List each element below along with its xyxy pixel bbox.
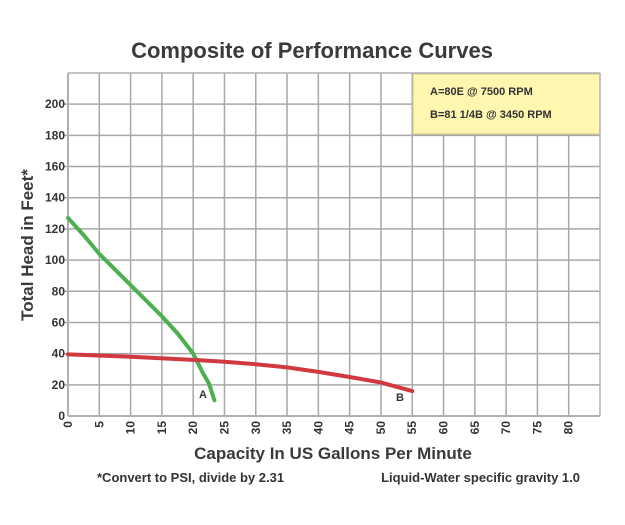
legend-background (412, 73, 601, 135)
x-tick-label: 55 (405, 421, 419, 435)
series-lines (66, 215, 415, 403)
series-line-b (66, 352, 415, 394)
y-tick-label: 120 (45, 222, 65, 236)
x-tick-label: 5 (92, 421, 106, 428)
x-tick-label: 80 (562, 421, 576, 435)
y-tick-labels: 0 20 40 60 80 100 120 140 160 180 200 (45, 97, 65, 423)
footnote-psi: *Convert to PSI, divide by 2.31 (97, 470, 284, 485)
x-tick-label: 25 (217, 421, 231, 435)
x-tick-label: 60 (437, 421, 451, 435)
legend-entry-b: B=81 1/4B @ 3450 RPM (430, 109, 552, 121)
y-tick-label: 140 (45, 191, 65, 205)
y-tick-label: 180 (45, 128, 65, 142)
x-tick-label: 45 (343, 421, 357, 435)
y-axis-title: Total Head in Feet* (18, 169, 37, 321)
x-tick-label: 75 (530, 421, 544, 435)
x-tick-label: 50 (374, 421, 388, 435)
curve-label-b: B (396, 392, 404, 404)
y-tick-label: 20 (52, 378, 66, 392)
curve-label-a: A (199, 389, 207, 401)
x-tick-labels: 0 5 10 15 20 25 30 35 40 45 50 55 60 65 70 75 80 (61, 421, 576, 435)
y-tick-label: 200 (45, 97, 65, 111)
x-tick-label: 65 (468, 421, 482, 435)
x-tick-label: 40 (311, 421, 325, 435)
x-tick-label: 20 (186, 421, 200, 435)
plot-frame (67, 72, 601, 417)
y-tick-label: 40 (52, 347, 66, 361)
x-tick-label: 30 (249, 421, 263, 435)
x-tick-label: 15 (155, 421, 169, 435)
footnote-gravity: Liquid-Water specific gravity 1.0 (381, 470, 580, 485)
y-tick-label: 100 (45, 253, 65, 267)
series-line-a (66, 215, 217, 403)
legend-entry-a: A=80E @ 7500 RPM (430, 86, 533, 98)
x-tick-label: 10 (124, 421, 138, 435)
x-tick-label: 0 (61, 421, 75, 428)
x-tick-label: 35 (280, 421, 294, 435)
y-tick-label: 160 (45, 160, 65, 174)
y-tick-label: 80 (52, 284, 66, 298)
x-axis-title: Capacity In US Gallons Per Minute (194, 444, 472, 463)
y-tick-label: 0 (58, 409, 65, 423)
x-tick-label: 70 (499, 421, 513, 435)
chart-title: Composite of Performance Curves (131, 38, 493, 63)
y-tick-label: 60 (52, 315, 66, 329)
legend: A=80E @ 7500 RPM B=81 1/4B @ 3450 RPM (412, 73, 601, 135)
